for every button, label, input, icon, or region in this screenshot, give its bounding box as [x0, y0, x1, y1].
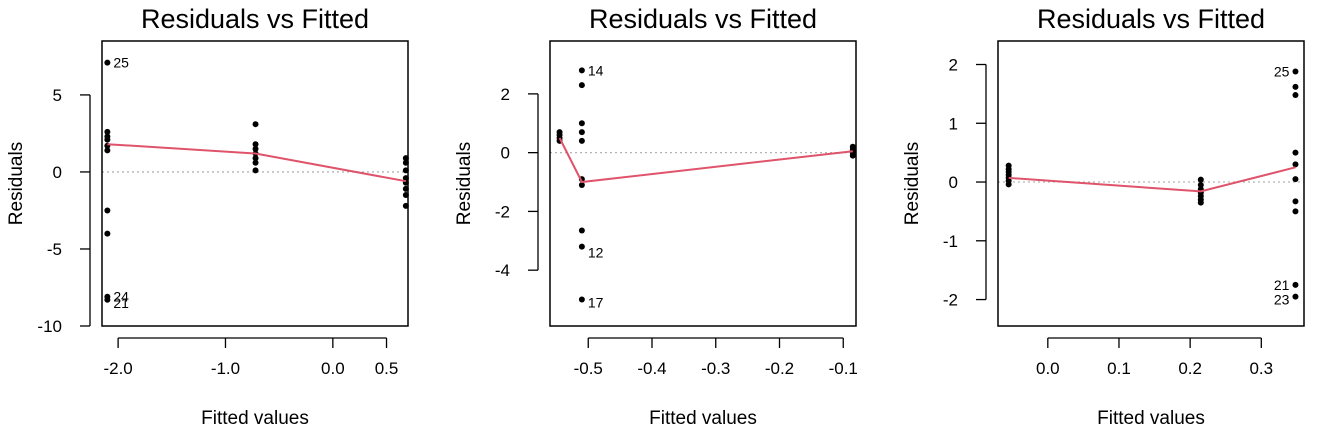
point-annotation: 14	[588, 62, 604, 78]
x-tick-label: -0.5	[574, 359, 603, 378]
x-tick-label: -2.0	[103, 359, 132, 378]
y-axis: -2 -1 0 1 2	[943, 56, 987, 310]
residual-point	[252, 167, 259, 174]
y-tick-label: 5	[53, 86, 62, 105]
plot-frame	[997, 40, 1305, 327]
point-annotation: 21	[1274, 277, 1290, 293]
x-tick-label: 0.5	[375, 359, 399, 378]
chart-title: Residuals vs Fitted	[1037, 4, 1265, 34]
x-tick-label: 0.3	[1249, 359, 1273, 378]
y-tick-label: -1	[943, 232, 958, 251]
plot-frame	[549, 40, 857, 327]
x-tick-label: -0.1	[829, 359, 858, 378]
residual-point	[1197, 199, 1204, 206]
residual-point	[104, 147, 111, 154]
point-annotation: 23	[1274, 292, 1290, 308]
smooth-trend-line	[107, 143, 407, 183]
y-axis: -10 -5 0 5	[37, 86, 91, 336]
point-annotation: 21	[113, 295, 129, 311]
chart-title: Residuals vs Fitted	[141, 4, 369, 34]
residual-point	[578, 129, 585, 136]
residual-point	[1292, 83, 1299, 90]
residual-point	[578, 82, 585, 89]
residual-point	[1292, 92, 1299, 99]
residual-point	[1292, 198, 1299, 205]
x-tick-label: -0.2	[765, 359, 794, 378]
point-annotation: 12	[588, 245, 604, 261]
y-tick-label: 0	[949, 173, 958, 192]
residual-point	[578, 67, 585, 74]
x-axis-label: Fitted values	[649, 408, 757, 429]
point-annotation: 25	[1274, 64, 1290, 80]
x-tick-label: 0.1	[1107, 359, 1131, 378]
point-annotation: 25	[113, 55, 129, 71]
y-tick-label: 2	[501, 85, 510, 104]
y-axis-label: Residuals	[454, 142, 475, 225]
residual-point	[1292, 208, 1299, 215]
residual-point	[104, 59, 111, 66]
residual-point	[578, 227, 585, 234]
residual-point	[104, 136, 111, 143]
x-axis-label: Fitted values	[201, 408, 309, 429]
y-axis: -4 -2 0 2	[495, 85, 539, 280]
y-tick-label: -2	[943, 291, 958, 310]
residual-point	[849, 152, 856, 159]
residual-point	[1292, 161, 1299, 168]
x-tick-label: -0.3	[701, 359, 730, 378]
y-tick-label: -2	[495, 202, 510, 221]
y-tick-label: -5	[47, 240, 62, 259]
y-axis-label: Residuals	[6, 142, 27, 225]
residual-point	[578, 120, 585, 127]
y-tick-label: 2	[949, 56, 958, 75]
residual-point	[252, 121, 259, 128]
y-tick-label: 0	[53, 163, 62, 182]
plot-frame	[101, 40, 409, 327]
y-tick-label: 0	[501, 144, 510, 163]
residual-point	[1292, 68, 1299, 75]
residual-point	[252, 141, 259, 148]
residual-point	[104, 207, 111, 214]
y-tick-label: -10	[37, 317, 62, 336]
point-annotation: 24	[113, 289, 129, 305]
residual-point	[578, 296, 585, 303]
residual-point	[1292, 281, 1299, 288]
smooth-trend-line	[558, 137, 853, 184]
y-axis-label: Residuals	[902, 142, 923, 225]
residual-point	[104, 230, 111, 237]
x-tick-label: -0.4	[637, 359, 666, 378]
residual-point	[578, 137, 585, 144]
x-axis: -0.5 -0.4 -0.3 -0.2 -0.1	[574, 337, 858, 378]
residual-point	[1292, 149, 1299, 156]
point-annotation: 17	[588, 294, 604, 310]
x-tick-label: 0.2	[1178, 359, 1202, 378]
residual-point	[1005, 181, 1012, 188]
x-tick-label: -1.0	[211, 359, 240, 378]
x-tick-label: 0.0	[321, 359, 345, 378]
residual-point	[1197, 176, 1204, 183]
chart-title: Residuals vs Fitted	[589, 4, 817, 34]
residual-point	[1292, 176, 1299, 183]
residual-point	[104, 128, 111, 135]
residual-point	[104, 296, 111, 303]
residual-point	[1197, 181, 1204, 188]
x-axis: 0.0 0.1 0.2 0.3	[1036, 337, 1273, 378]
y-tick-label: 1	[949, 114, 958, 133]
x-tick-label: 0.0	[1036, 359, 1060, 378]
residual-point	[1292, 293, 1299, 300]
residual-point	[578, 181, 585, 188]
y-tick-label: -4	[495, 261, 510, 280]
residual-point	[252, 145, 259, 152]
residual-point	[252, 159, 259, 166]
x-axis-label: Fitted values	[1097, 408, 1205, 429]
residual-point	[578, 243, 585, 250]
x-axis: -2.0 -1.0 0.0 0.5	[103, 337, 399, 378]
smooth-trend-line	[1008, 166, 1296, 193]
residual-point	[252, 155, 259, 162]
